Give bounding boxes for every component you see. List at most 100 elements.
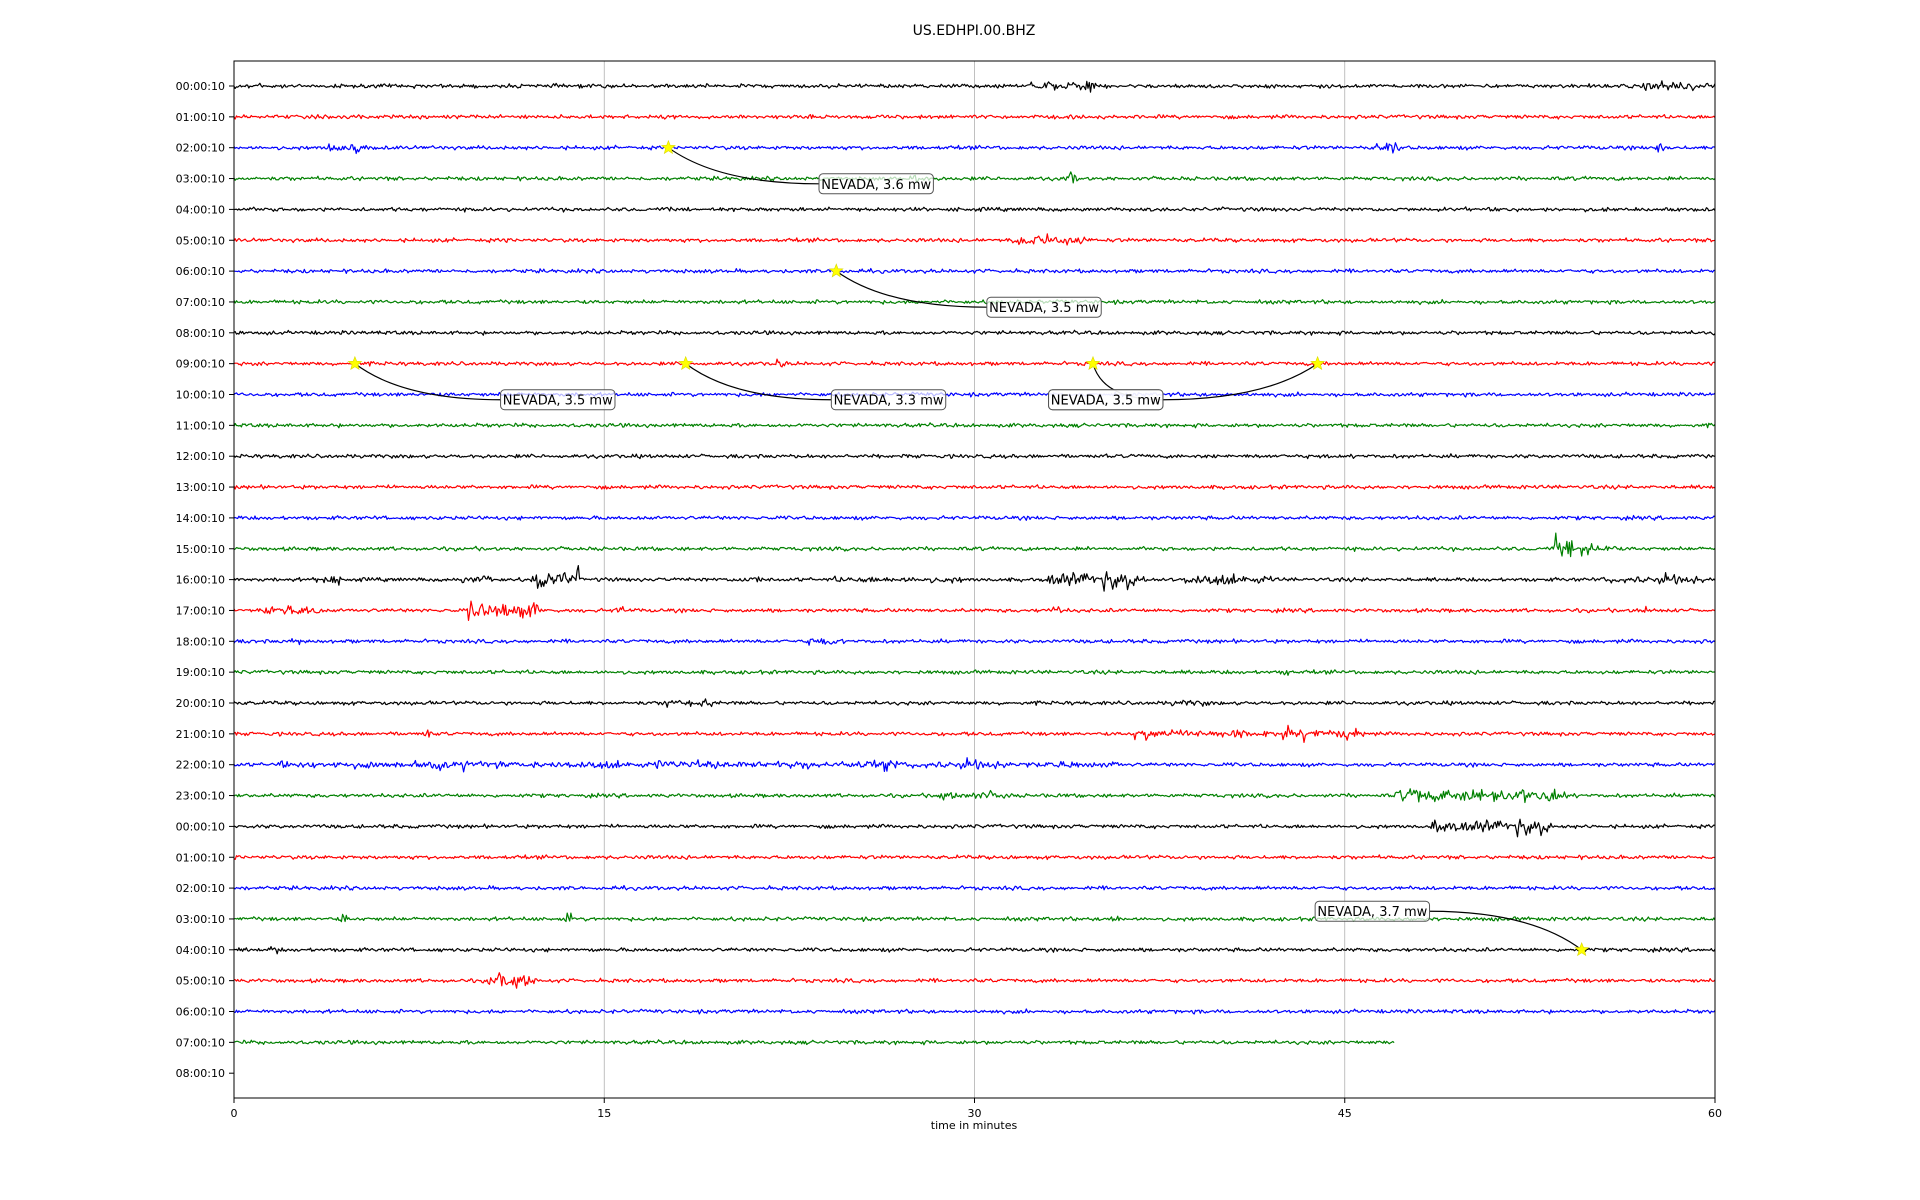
row-time-label: 03:00:10 xyxy=(176,913,225,926)
row-time-label: 10:00:10 xyxy=(176,389,225,402)
row-time-label: 01:00:10 xyxy=(176,851,225,864)
seismic-trace xyxy=(233,945,1716,955)
event-label: NEVADA, 3.5 mw xyxy=(503,394,613,409)
seismic-trace xyxy=(233,1008,1716,1015)
event-connector xyxy=(1162,363,1318,401)
seismic-trace xyxy=(233,113,1716,120)
annotations: NEVADA, 3.6 mw NEVADA, 3.5 mw NEVADA, 3.5 … xyxy=(347,139,1590,957)
event-connector xyxy=(1429,910,1583,951)
row-time-label: 17:00:10 xyxy=(176,604,225,617)
event-label-box xyxy=(986,296,1102,318)
event-label: NEVADA, 3.5 mw xyxy=(989,301,1099,316)
row-time-label: 04:00:10 xyxy=(176,944,225,957)
event-label: NEVADA, 3.5 mw xyxy=(1051,394,1161,409)
event-connector xyxy=(685,363,832,401)
seismic-trace xyxy=(233,854,1716,861)
seismic-trace xyxy=(233,912,1716,923)
row-time-label: 05:00:10 xyxy=(176,234,225,247)
seismic-trace xyxy=(233,298,1716,306)
x-tick-label: 30 xyxy=(968,1107,982,1120)
seismic-trace xyxy=(233,233,1716,246)
row-time-label: 04:00:10 xyxy=(176,203,225,216)
seismic-trace xyxy=(233,171,1716,184)
x-tick-label: 60 xyxy=(1708,1107,1722,1120)
row-time-label: 02:00:10 xyxy=(176,142,225,155)
row-time-label: 06:00:10 xyxy=(176,1006,225,1019)
row-time-label: 00:00:10 xyxy=(176,820,225,833)
row-time-label: 14:00:10 xyxy=(176,512,225,525)
row-time-label: 11:00:10 xyxy=(176,419,225,432)
seismic-trace xyxy=(233,358,1716,368)
event-star-marker xyxy=(660,139,676,155)
row-time-label: 09:00:10 xyxy=(176,358,225,371)
row-time-label: 02:00:10 xyxy=(176,882,225,895)
event-star-marker xyxy=(1085,355,1101,370)
seismic-trace xyxy=(233,669,1715,676)
event-connector xyxy=(835,270,987,308)
x-axis-label: time in minutes xyxy=(931,1119,1018,1132)
event-label-box xyxy=(830,389,947,411)
seismic-trace xyxy=(233,1039,1395,1046)
seismic-trace xyxy=(233,724,1716,744)
row-time-label: 16:00:10 xyxy=(176,574,225,587)
event-label: NEVADA, 3.6 mw xyxy=(821,178,931,193)
event-label: NEVADA, 3.3 mw xyxy=(834,394,944,409)
row-time-label: 07:00:10 xyxy=(176,296,225,309)
seismic-trace xyxy=(233,600,1716,622)
seismic-trace xyxy=(233,422,1716,429)
seismic-trace xyxy=(233,698,1716,708)
event-label-box xyxy=(1314,900,1431,922)
seismic-trace xyxy=(233,788,1716,804)
seismic-trace xyxy=(233,972,1716,989)
event-label-box xyxy=(500,389,616,411)
row-time-label: 08:00:10 xyxy=(176,327,225,340)
seismic-trace xyxy=(233,564,1716,592)
row-time-label: 18:00:10 xyxy=(176,635,225,648)
row-time-label: 21:00:10 xyxy=(176,728,225,741)
seismic-trace xyxy=(233,142,1716,155)
row-time-label: 05:00:10 xyxy=(176,975,225,988)
event-label-box xyxy=(1048,389,1164,411)
event-star-marker xyxy=(828,263,844,278)
row-time-label: 07:00:10 xyxy=(176,1036,225,1049)
event-label: NEVADA, 3.7 mw xyxy=(1317,905,1427,920)
seismic-trace xyxy=(233,267,1716,274)
seismic-trace xyxy=(233,884,1716,891)
seismic-trace xyxy=(233,757,1716,773)
seismic-trace xyxy=(233,329,1716,336)
traces xyxy=(233,80,1716,1046)
seismic-trace xyxy=(233,637,1716,646)
seismic-trace xyxy=(233,818,1716,838)
event-star-marker xyxy=(1310,355,1326,370)
axes: 0 15 30 45 60 00:00:10 01:00:10 02:00:10 03:00:1… xyxy=(176,80,1722,1120)
row-time-label: 13:00:10 xyxy=(176,481,225,494)
event-star-marker xyxy=(678,355,694,370)
seismic-trace xyxy=(233,514,1716,521)
row-time-label: 22:00:10 xyxy=(176,759,225,772)
row-time-label: 20:00:10 xyxy=(176,697,225,710)
row-time-label: 15:00:10 xyxy=(176,543,225,556)
event-star-marker xyxy=(1574,941,1590,957)
seismic-trace xyxy=(233,453,1716,460)
x-tick-label: 45 xyxy=(1338,1107,1352,1120)
seismic-trace xyxy=(233,391,1716,398)
row-time-label: 23:00:10 xyxy=(176,790,225,803)
row-time-label: 03:00:10 xyxy=(176,173,225,186)
event-connector xyxy=(354,363,501,401)
x-tick-label: 0 xyxy=(231,1107,238,1120)
x-tick-label: 15 xyxy=(597,1107,611,1120)
seismic-trace xyxy=(233,484,1716,490)
event-star-marker xyxy=(347,355,363,370)
row-time-label: 12:00:10 xyxy=(176,450,225,463)
row-time-label: 08:00:10 xyxy=(176,1067,225,1080)
row-time-label: 06:00:10 xyxy=(176,265,225,278)
chart-title: US.EDHPI.00.BHZ xyxy=(913,23,1036,39)
row-time-label: 01:00:10 xyxy=(176,111,225,124)
seismic-trace xyxy=(233,80,1716,93)
seismic-trace xyxy=(233,206,1716,213)
event-label-box xyxy=(818,173,934,195)
row-time-label: 19:00:10 xyxy=(176,666,225,679)
row-time-label: 00:00:10 xyxy=(176,80,225,93)
seismic-trace xyxy=(233,532,1716,558)
